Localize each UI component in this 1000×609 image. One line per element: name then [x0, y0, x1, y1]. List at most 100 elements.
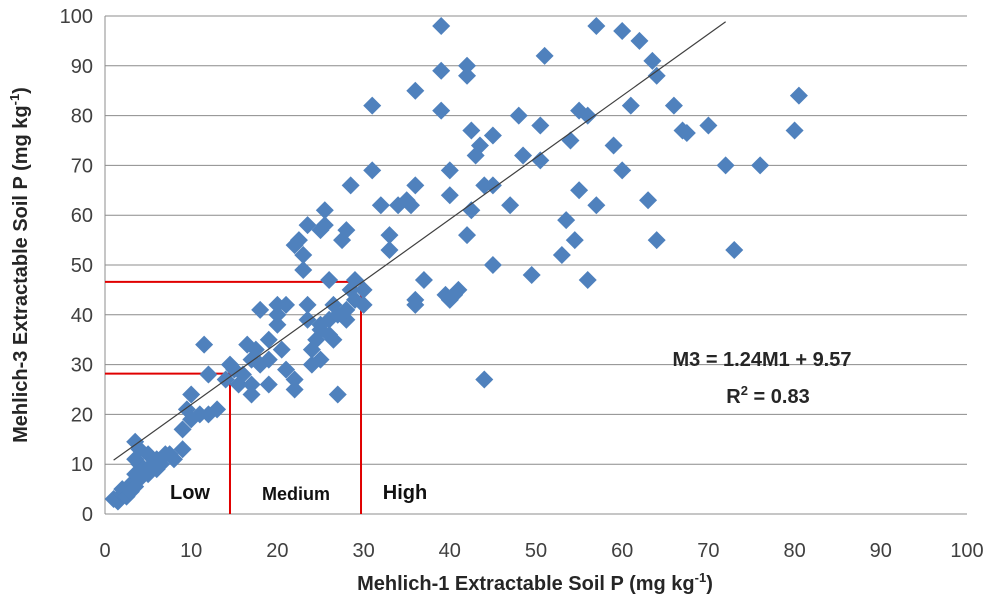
zone-label-medium: Medium — [262, 484, 330, 504]
data-point — [716, 156, 735, 175]
data-point — [751, 156, 770, 175]
data-point — [277, 295, 296, 314]
x-tick-label: 40 — [439, 540, 461, 562]
regression-equation: M3 = 1.24M1 + 9.57 — [672, 349, 851, 371]
data-point — [789, 86, 808, 105]
data-point — [195, 335, 214, 354]
data-point — [531, 151, 550, 170]
data-point — [406, 176, 425, 195]
data-point — [337, 221, 356, 240]
axes — [104, 16, 967, 515]
data-point — [785, 121, 804, 140]
data-point — [294, 260, 313, 279]
data-point — [432, 101, 451, 120]
y-tick-labels: 0 10 20 30 40 50 60 70 80 90 100 — [60, 6, 93, 526]
data-point — [242, 375, 261, 394]
data-point — [470, 136, 489, 155]
data-point — [677, 124, 696, 143]
x-tick-label: 20 — [266, 540, 288, 562]
y-tick-label: 90 — [71, 56, 93, 78]
r-squared-label: R2 = 0.83 — [726, 383, 809, 408]
data-point — [354, 280, 373, 299]
data-point — [320, 270, 339, 289]
data-point — [725, 241, 744, 260]
trendline — [113, 21, 726, 461]
data-point — [259, 330, 278, 349]
data-point — [315, 216, 334, 235]
data-point — [380, 241, 399, 260]
data-point — [354, 295, 373, 314]
data-point — [552, 246, 571, 265]
data-point — [440, 186, 459, 205]
data-point — [462, 201, 481, 220]
data-point — [613, 161, 632, 180]
x-tick-label: 70 — [697, 540, 719, 562]
data-point — [126, 432, 145, 451]
data-point — [246, 340, 265, 359]
data-point — [294, 246, 313, 265]
data-point — [259, 350, 278, 369]
y-tick-label: 60 — [71, 205, 93, 227]
data-point — [458, 66, 477, 85]
x-tick-label: 60 — [611, 540, 633, 562]
x-tick-labels: 0 10 20 30 40 50 60 70 80 90 100 — [99, 540, 983, 562]
data-point — [268, 315, 287, 334]
zone-label-low: Low — [170, 482, 210, 504]
data-point — [432, 16, 451, 35]
data-point — [402, 196, 421, 215]
data-point — [406, 295, 425, 314]
data-point — [113, 480, 132, 499]
data-point — [483, 256, 502, 274]
y-tick-label: 70 — [71, 155, 93, 177]
x-axis-title: Mehlich-1 Extractable Soil P (mg kg-1) — [357, 570, 713, 595]
y-tick-label: 30 — [71, 355, 93, 377]
data-point — [643, 51, 662, 70]
data-point — [483, 176, 502, 195]
data-point — [440, 161, 459, 180]
data-point — [380, 226, 399, 245]
data-point — [647, 66, 666, 85]
x-tick-label: 30 — [352, 540, 374, 562]
y-axis-title: Mehlich-3 Extractable Soil P (mg kg-1) — [7, 87, 32, 443]
data-point — [535, 46, 554, 65]
data-point — [277, 360, 296, 379]
data-point — [371, 196, 390, 215]
data-point — [621, 96, 640, 115]
data-point — [449, 280, 468, 299]
data-point — [509, 106, 528, 125]
zone-label-high: High — [383, 482, 427, 504]
data-point — [613, 21, 632, 40]
data-point — [259, 375, 278, 394]
data-point — [647, 231, 666, 250]
data-point — [311, 350, 330, 369]
data-points — [104, 16, 808, 511]
data-point — [363, 96, 382, 115]
data-point — [578, 270, 597, 289]
data-point — [432, 61, 451, 80]
data-point — [298, 295, 317, 314]
data-point — [164, 450, 183, 469]
x-tick-label: 80 — [783, 540, 805, 562]
data-point — [557, 211, 576, 230]
data-point — [501, 196, 520, 215]
data-point — [268, 305, 287, 324]
data-point — [315, 201, 334, 220]
data-point — [522, 265, 541, 284]
x-tick-label: 50 — [525, 540, 547, 562]
data-point — [328, 385, 347, 404]
y-tick-label: 20 — [71, 404, 93, 426]
y-tick-label: 0 — [82, 504, 93, 526]
data-point — [173, 440, 192, 459]
data-point — [587, 16, 606, 35]
data-point — [285, 380, 304, 399]
data-point — [664, 96, 683, 115]
data-point — [289, 231, 308, 250]
data-point — [337, 310, 356, 329]
data-point — [565, 231, 584, 250]
x-tick-label: 10 — [180, 540, 202, 562]
x-tick-label: 90 — [870, 540, 892, 562]
data-point — [483, 126, 502, 145]
data-point — [458, 226, 477, 245]
data-point — [199, 365, 218, 384]
